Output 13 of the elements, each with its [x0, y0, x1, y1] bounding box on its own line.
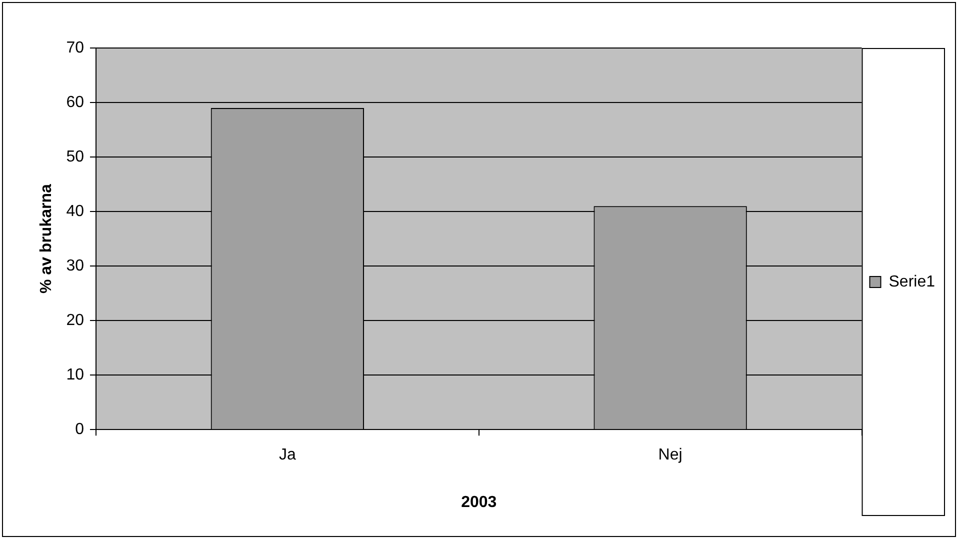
y-tick-label: 50 [66, 148, 84, 166]
y-axis-title: % av brukarna [38, 184, 56, 294]
legend-label: Serie1 [888, 273, 936, 290]
y-tick-label: 30 [66, 257, 84, 274]
x-tick-label: Nej [658, 446, 682, 464]
y-tick-label: 20 [66, 312, 84, 329]
y-tick-label: 60 [66, 94, 84, 111]
x-axis-title: 2003 [461, 494, 497, 511]
x-tick-label: Ja [278, 446, 296, 464]
y-tick-label: 40 [66, 202, 84, 220]
y-tick-label: 70 [66, 39, 84, 56]
y-tick-label: 10 [66, 366, 84, 384]
y-tick-label: 0 [75, 421, 84, 438]
